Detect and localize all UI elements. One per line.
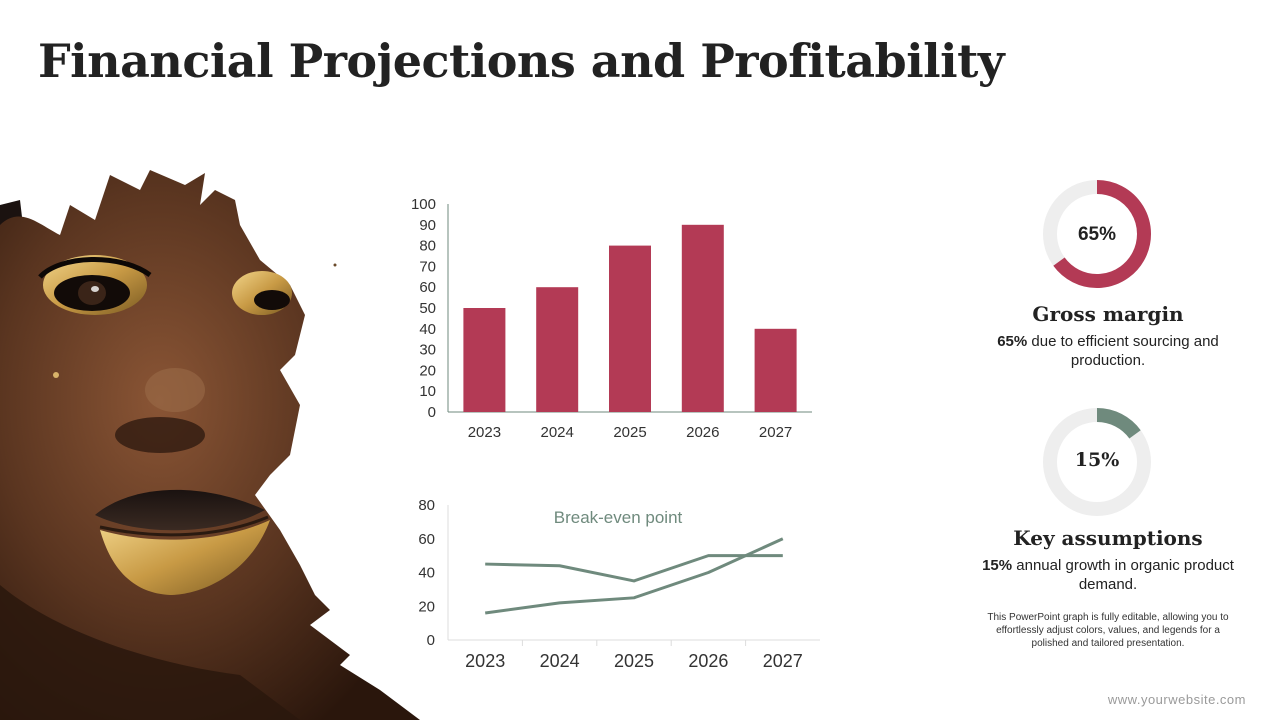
- line-chart-y-ticks: 0 20 40 60 80: [418, 497, 435, 649]
- line-chart-x-labels: 2023 2024 2025 2026 2027: [465, 651, 803, 671]
- key-assumptions-bold: 15%: [982, 557, 1013, 574]
- key-assumptions-donut: [1043, 408, 1151, 516]
- key-assumptions-arc: [1096, 408, 1141, 439]
- bar-chart-y-tick-label: 100: [411, 196, 436, 213]
- bar-2027: [754, 328, 797, 412]
- bar-chart-y-tick-label: 30: [419, 342, 436, 359]
- line-chart-x-label: 2027: [763, 651, 803, 671]
- line-chart-y-tick-label: 0: [427, 632, 435, 649]
- bar-2023: [463, 308, 506, 412]
- line-chart-x-label: 2023: [465, 651, 505, 671]
- line-series-1: [485, 554, 783, 583]
- bar-chart-bars: [463, 224, 797, 412]
- bar-chart-x-label: 2025: [613, 424, 646, 441]
- website-link[interactable]: www.yourwebsite.com: [1107, 692, 1246, 707]
- gross-margin-text: due to efficient sourcing and production…: [1027, 333, 1219, 369]
- gross-margin-bold: 65%: [997, 333, 1028, 350]
- editable-note: This PowerPoint graph is fully editable,…: [987, 612, 1229, 649]
- gross-margin-description: 65% due to efficient sourcing and produc…: [963, 332, 1253, 370]
- bar-chart-y-tick-label: 70: [419, 258, 436, 275]
- line-chart-gridlines: [447, 505, 820, 646]
- bar-2025: [609, 245, 651, 412]
- key-assumptions-percent: 15%: [1074, 449, 1120, 471]
- key-assumptions-text: annual growth in organic product demand.: [1012, 557, 1234, 593]
- bar-chart-y-tick-label: 50: [419, 300, 436, 317]
- line-chart-y-tick-label: 20: [418, 598, 435, 615]
- bar-chart-y-tick-label: 40: [419, 321, 436, 338]
- bar-chart-y-tick-label: 90: [419, 217, 436, 234]
- bar-2026: [681, 224, 724, 412]
- bar-chart-y-ticks: 0 10 20 30 40 50 60 70 80 90 100: [411, 196, 436, 421]
- key-assumptions-description: 15% annual growth in organic product dem…: [963, 556, 1253, 594]
- bar-chart-y-tick-label: 20: [419, 362, 436, 379]
- bar-chart-y-tick-label: 60: [419, 279, 436, 296]
- line-series-2: [484, 537, 784, 615]
- gross-margin-heading: Gross margin: [1032, 302, 1184, 326]
- line-chart-title: Break-even point: [554, 508, 683, 527]
- bar-chart-x-label: 2026: [686, 424, 719, 441]
- key-assumptions-heading: Key assumptions: [1013, 526, 1203, 550]
- bar-chart-y-tick-label: 10: [419, 383, 436, 400]
- bar-chart-y-tick-label: 80: [419, 238, 436, 255]
- gross-margin-block: Gross margin 65% due to efficient sourci…: [963, 302, 1253, 370]
- gross-margin-percent: 65%: [1077, 224, 1117, 245]
- gross-margin-arc: [1053, 180, 1151, 288]
- bar-chart-x-label: 2023: [468, 424, 501, 441]
- gross-margin-donut: [1043, 180, 1151, 288]
- line-chart-y-tick-label: 40: [418, 565, 435, 582]
- bar-chart-y-tick-label: 0: [428, 404, 436, 421]
- bar-chart-x-label: 2027: [759, 424, 792, 441]
- line-chart-x-label: 2024: [540, 651, 580, 671]
- bar-chart-x-labels: 2023 2024 2025 2026 2027: [468, 424, 793, 441]
- bar-chart-x-label: 2024: [541, 424, 574, 441]
- line-chart-series: [484, 537, 784, 615]
- line-chart-x-label: 2026: [688, 651, 728, 671]
- line-chart-y-tick-label: 60: [418, 531, 435, 548]
- slide-title: Financial Projections and Profitability: [38, 34, 1005, 88]
- line-chart-y-tick-label: 80: [418, 497, 435, 514]
- line-chart-x-label: 2025: [614, 651, 654, 671]
- portrait-image: [0, 170, 420, 720]
- key-assumptions-block: Key assumptions 15% annual growth in org…: [963, 526, 1253, 594]
- bar-2024: [536, 287, 579, 412]
